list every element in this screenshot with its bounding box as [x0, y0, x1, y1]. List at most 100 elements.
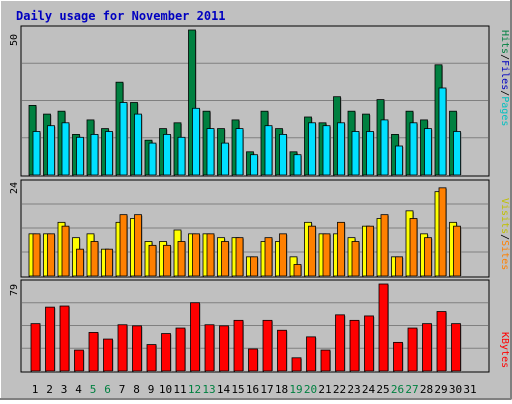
legend-visits: Visits [499, 198, 510, 234]
sites-bar [351, 241, 360, 277]
x-axis-label: 5 [90, 383, 97, 396]
files-bar [76, 136, 84, 176]
kbytes-bar [59, 305, 70, 372]
x-axis-label: 11 [173, 383, 186, 396]
legend-sites: Sites [499, 240, 510, 270]
files-bar [221, 142, 229, 176]
files-bar [337, 122, 345, 176]
x-axis-label: 20 [304, 383, 317, 396]
x-axis-label: 6 [104, 383, 111, 396]
x-axis-label: 19 [289, 383, 302, 396]
sites-bar [90, 241, 99, 277]
kbytes-bar [335, 314, 345, 372]
sites-bar [61, 225, 70, 277]
sites-visits-legend: Visits/Sites [499, 198, 510, 270]
sites-bar [235, 237, 244, 277]
files-bar [380, 119, 389, 176]
files-bar [293, 154, 302, 176]
sites-bar [424, 237, 432, 277]
kbytes-bar [204, 324, 215, 372]
sites-bar [206, 233, 215, 277]
legend-files: Files [499, 60, 510, 90]
hits-axis-max-label: 50 [9, 34, 20, 46]
x-axis-label: 4 [75, 383, 82, 396]
legend-hits: Hits [499, 30, 510, 54]
kbytes-bar [190, 302, 200, 372]
kbytes-bar [291, 357, 302, 372]
kbytes-bar [277, 329, 287, 372]
x-axis-label: 24 [362, 383, 376, 396]
kbytes-bar [422, 323, 432, 372]
files-bar [308, 122, 316, 176]
x-axis-label: 26 [391, 383, 404, 396]
sites-bar [250, 256, 258, 277]
files-bar [90, 133, 99, 176]
legend-pages: Pages [499, 96, 510, 126]
legend-sep-3: / [499, 234, 510, 240]
sites-bar [438, 187, 447, 277]
x-axis-label: 18 [275, 383, 288, 396]
kbytes-bar [146, 344, 157, 372]
x-axis-label: 1 [32, 383, 39, 396]
kbytes-bar [175, 327, 186, 372]
kbytes-bar [451, 323, 461, 372]
x-axis-label: 7 [119, 383, 126, 396]
x-axis-label: 22 [333, 383, 346, 396]
sites-bar [322, 233, 331, 277]
files-bar [47, 125, 55, 176]
x-axis-label: 17 [260, 383, 273, 396]
x-axis-label: 31 [463, 383, 476, 396]
kbytes-bar [117, 324, 128, 372]
sites-bar [192, 233, 200, 277]
x-axis-label: 8 [133, 383, 140, 396]
sites-bar [32, 233, 41, 277]
kbytes-bar [248, 348, 258, 372]
kbytes-bar [306, 336, 316, 372]
sites-bar [279, 233, 287, 277]
pages-files-hits-legend: Hits/Files/Pages [499, 30, 510, 126]
files-bar [32, 131, 41, 176]
files-bar [453, 131, 461, 176]
x-axis-label: 16 [246, 383, 259, 396]
files-bar [61, 122, 70, 176]
files-bar [322, 125, 331, 176]
kbytes-bar [30, 323, 41, 372]
chart-bars [22, 29, 488, 372]
sites-bar [380, 214, 389, 277]
legend-sep-2: / [499, 90, 510, 96]
kbytes-bar [219, 325, 229, 372]
files-bar [119, 102, 128, 176]
hits-bar [188, 29, 196, 176]
sites-bar [105, 248, 113, 277]
x-axis-label: 14 [217, 383, 231, 396]
files-bar [264, 125, 273, 176]
files-bar [366, 131, 374, 176]
files-bar [438, 87, 447, 176]
sites-bar [163, 244, 171, 277]
sites-bar [293, 264, 302, 277]
sites-bar [177, 241, 186, 277]
legend-kbytes: KBytes [499, 332, 510, 368]
sites-bar [395, 256, 403, 277]
kbytes-bar [436, 311, 447, 372]
kbytes-bar [378, 283, 389, 372]
files-bar [424, 128, 432, 176]
kbytes-bar [320, 349, 331, 372]
kbytes-bar [88, 332, 99, 372]
sites-bar [47, 233, 55, 277]
sites-bar [148, 244, 157, 277]
files-bar [148, 142, 157, 176]
kbytes-axis-max-label: 79 [9, 284, 20, 296]
x-axis-label: 25 [376, 383, 389, 396]
legend-sep-1: / [499, 54, 510, 60]
files-bar [279, 133, 287, 176]
files-bar [105, 131, 113, 176]
x-axis-label: 12 [188, 383, 201, 396]
x-axis-label: 30 [449, 383, 462, 396]
kbytes-bar [393, 341, 403, 372]
kbytes-bar [364, 315, 374, 372]
hits-files-legend: Hits/Files/Pages [499, 30, 510, 126]
sites-bar [366, 225, 374, 277]
